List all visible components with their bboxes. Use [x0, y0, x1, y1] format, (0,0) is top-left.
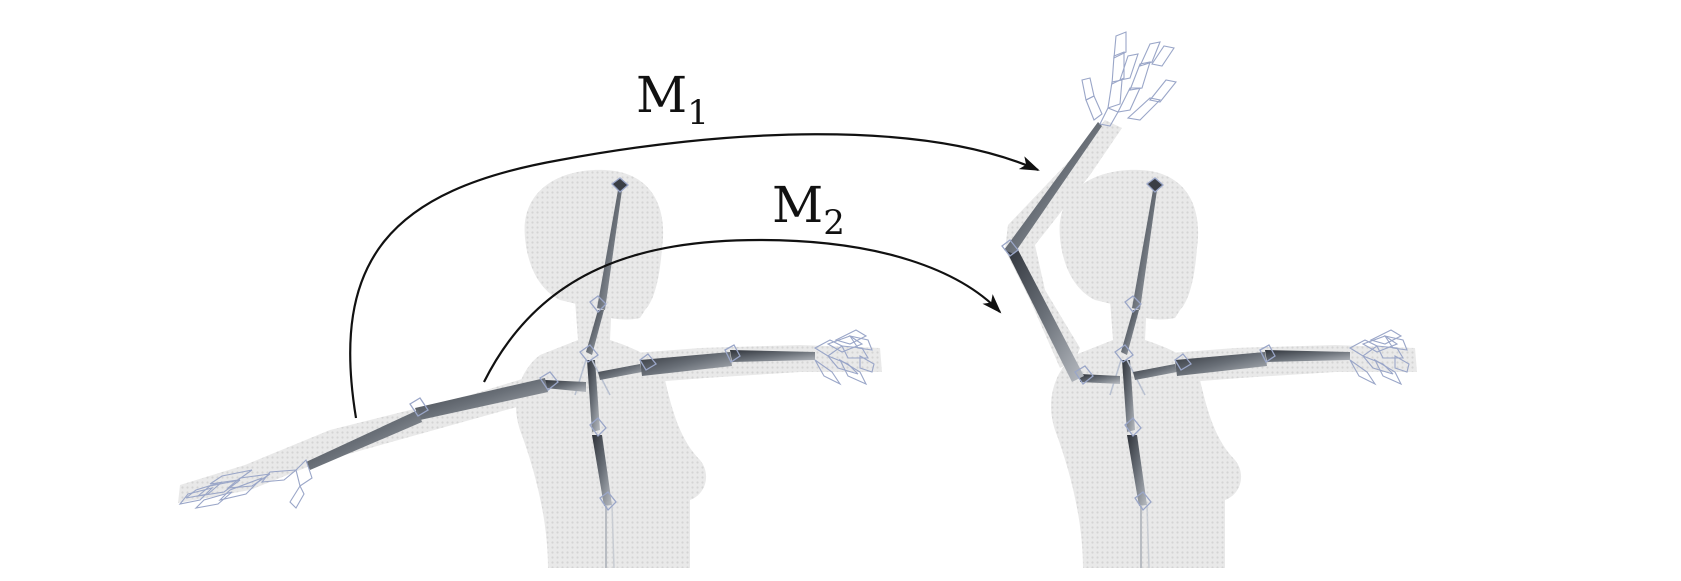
- source-left-clavicle-bone: [545, 380, 586, 392]
- m2-label-subscript: 2: [823, 203, 845, 243]
- source-left-upper-arm-bone: [415, 378, 548, 420]
- m2-label: M2: [772, 176, 845, 243]
- target-left-clavicle-bone: [1080, 374, 1120, 384]
- target-spine-lower-bone: [1122, 360, 1135, 432]
- target-right-clavicle-bone: [1133, 364, 1177, 380]
- m2-mapping-arrow: [483, 238, 1002, 383]
- source-right-clavicle-bone: [598, 364, 642, 380]
- source-pelvis-bone: [592, 435, 612, 506]
- source-right-hand: [813, 329, 875, 386]
- target-pelvis-bone: [1127, 435, 1147, 506]
- source-left-hand: [178, 458, 313, 509]
- target-joint-markers: [1001, 177, 1276, 512]
- source-pose-figure: [178, 169, 882, 569]
- target-pose-figure: [1001, 31, 1417, 569]
- source-neck-bone: [586, 310, 604, 355]
- source-leg-line-2: [611, 504, 615, 569]
- source-joint-markers: [409, 177, 741, 512]
- m2-label-base: M: [772, 176, 823, 234]
- target-right-hand: [1348, 329, 1410, 386]
- target-skeleton: [1001, 31, 1410, 569]
- target-left-upper-arm-bone: [1006, 246, 1084, 382]
- target-left-hand: [1081, 31, 1177, 127]
- target-spine-upper-bone: [1132, 190, 1157, 310]
- target-left-forearm-bone: [1004, 122, 1102, 254]
- target-right-upper-arm-bone: [1175, 352, 1267, 376]
- target-leg-line-2: [1146, 504, 1150, 569]
- target-neck-bone: [1121, 310, 1139, 355]
- target-right-forearm-bone: [1265, 350, 1350, 362]
- m1-label-base: M: [636, 66, 687, 124]
- m1-label: M1: [636, 66, 709, 133]
- source-spine-lower-bone: [587, 360, 600, 432]
- source-right-forearm-bone: [730, 350, 815, 362]
- source-right-upper-arm-bone: [640, 352, 732, 376]
- m1-mapping-arrow: [349, 133, 1040, 419]
- m1-label-subscript: 1: [687, 93, 709, 133]
- source-left-forearm-bone: [306, 410, 422, 470]
- source-spine-upper-bone: [597, 190, 622, 310]
- source-skeleton: [178, 177, 875, 569]
